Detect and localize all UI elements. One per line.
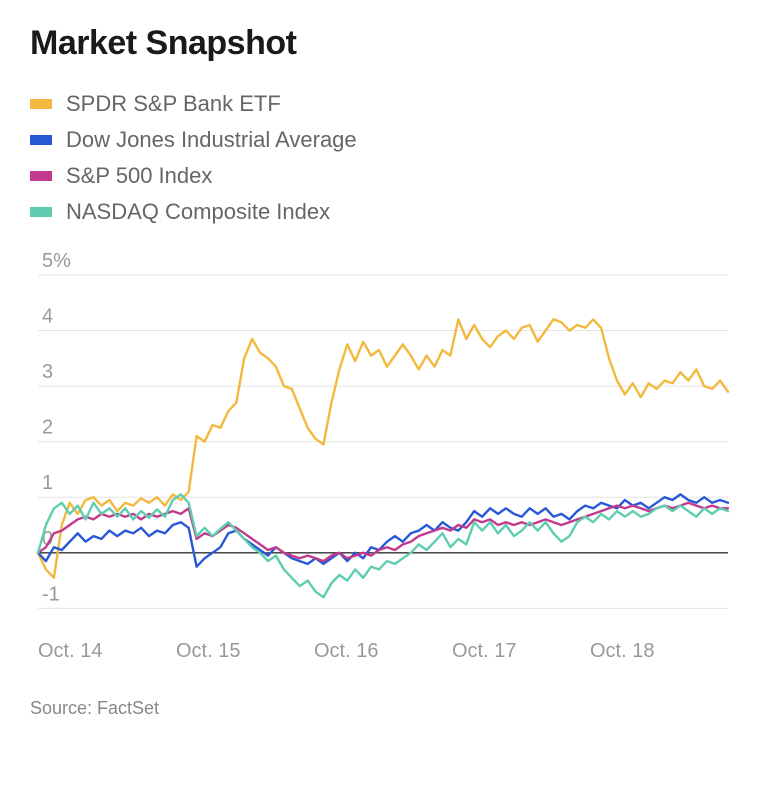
legend-item: S&P 500 Index xyxy=(30,163,729,189)
svg-text:Oct. 15: Oct. 15 xyxy=(176,640,240,662)
svg-text:Oct. 16: Oct. 16 xyxy=(314,640,378,662)
legend-item: Dow Jones Industrial Average xyxy=(30,127,729,153)
svg-text:3: 3 xyxy=(42,361,53,383)
line-chart: -1012345%Oct. 14Oct. 15Oct. 16Oct. 17Oct… xyxy=(30,245,729,690)
legend-swatch xyxy=(30,135,52,145)
chart-source: Source: FactSet xyxy=(30,698,729,719)
legend-item: SPDR S&P Bank ETF xyxy=(30,91,729,117)
legend-item: NASDAQ Composite Index xyxy=(30,199,729,225)
legend-swatch xyxy=(30,207,52,217)
chart-title: Market Snapshot xyxy=(30,24,729,63)
legend-swatch xyxy=(30,99,52,109)
chart-legend: SPDR S&P Bank ETF Dow Jones Industrial Av… xyxy=(30,91,729,225)
svg-text:Oct. 14: Oct. 14 xyxy=(38,640,102,662)
svg-text:Oct. 18: Oct. 18 xyxy=(590,640,654,662)
legend-label: NASDAQ Composite Index xyxy=(66,199,330,225)
legend-label: S&P 500 Index xyxy=(66,163,212,189)
legend-swatch xyxy=(30,171,52,181)
legend-label: Dow Jones Industrial Average xyxy=(66,127,357,153)
svg-text:1: 1 xyxy=(42,472,53,494)
svg-text:Oct. 17: Oct. 17 xyxy=(452,640,516,662)
svg-text:4: 4 xyxy=(42,306,53,328)
legend-label: SPDR S&P Bank ETF xyxy=(66,91,281,117)
svg-text:2: 2 xyxy=(42,417,53,439)
svg-text:5%: 5% xyxy=(42,250,71,272)
svg-text:-1: -1 xyxy=(42,583,60,605)
